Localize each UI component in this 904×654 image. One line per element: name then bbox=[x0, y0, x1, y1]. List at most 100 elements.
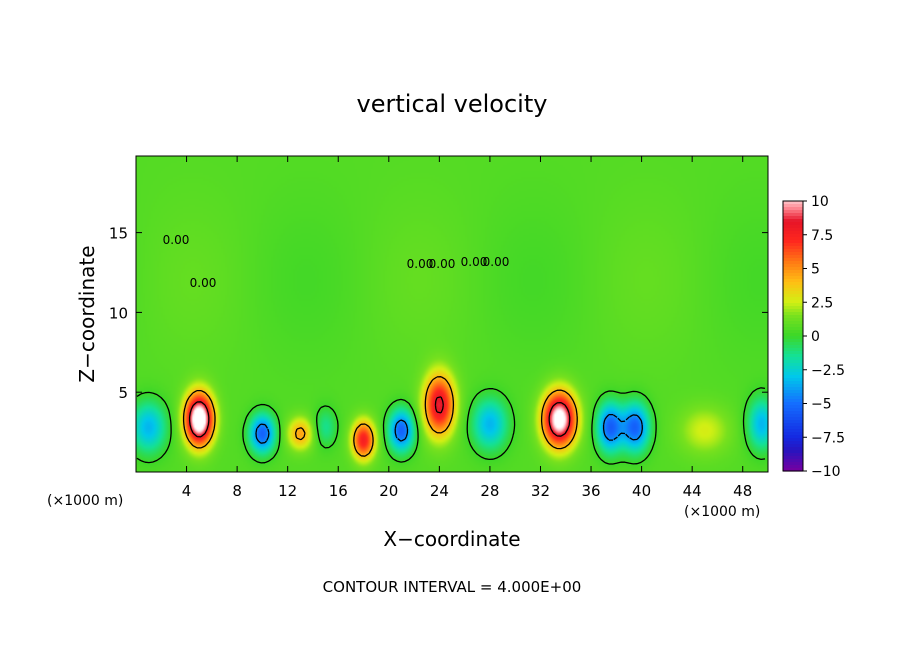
x-tick-label: 12 bbox=[278, 482, 297, 500]
colorbar-swatch bbox=[783, 234, 803, 238]
colorbar-swatch bbox=[783, 315, 803, 319]
x-tick-label: 48 bbox=[733, 482, 752, 500]
x-tick-label: 4 bbox=[182, 482, 192, 500]
colorbar-swatch bbox=[783, 336, 803, 340]
colorbar-swatch bbox=[783, 447, 803, 451]
colorbar-swatch bbox=[783, 270, 803, 274]
colorbar-swatch bbox=[783, 408, 803, 412]
velocity-field-image bbox=[136, 156, 768, 472]
colorbar-swatch bbox=[783, 222, 803, 226]
colorbar-swatch bbox=[783, 288, 803, 292]
colorbar-swatch bbox=[783, 204, 803, 208]
colorbar-swatch bbox=[783, 399, 803, 403]
colorbar-swatch bbox=[783, 450, 803, 454]
colorbar-tick-label: 5 bbox=[811, 262, 820, 278]
colorbar-swatch bbox=[783, 318, 803, 322]
x-unit-left: (×1000 m) bbox=[47, 493, 123, 509]
colorbar-swatch bbox=[783, 312, 803, 316]
colorbar-swatch bbox=[783, 411, 803, 415]
colorbar-swatch bbox=[783, 327, 803, 331]
colorbar-swatch bbox=[783, 435, 803, 439]
x-axis: 4 8 12 16 20 24 28 32 36 40 44 48 bbox=[182, 156, 752, 500]
colorbar-swatch bbox=[783, 456, 803, 460]
colorbar-tick-label: −5 bbox=[811, 397, 832, 413]
colorbar-swatch bbox=[783, 357, 803, 361]
colorbar-tick-label: −7.5 bbox=[811, 430, 845, 446]
colorbar-swatch bbox=[783, 423, 803, 427]
colorbar-swatch bbox=[783, 342, 803, 346]
colorbar-swatch bbox=[783, 330, 803, 334]
colorbar-swatch bbox=[783, 384, 803, 388]
colorbar-tick-label: −10 bbox=[811, 464, 841, 480]
colorbar-swatch bbox=[783, 300, 803, 304]
contour-label: 0.00 bbox=[407, 257, 434, 271]
colorbar-swatch bbox=[783, 402, 803, 406]
contour-lines: 0.00 0.000.00 0.000.000.00 bbox=[136, 233, 766, 465]
colorbar-swatch bbox=[783, 210, 803, 214]
colorbar-swatch bbox=[783, 339, 803, 343]
colorbar-swatch bbox=[783, 297, 803, 301]
colorbar-swatch bbox=[783, 444, 803, 448]
colorbar-swatch bbox=[783, 207, 803, 211]
colorbar-swatch bbox=[783, 468, 803, 472]
colorbar-swatch bbox=[783, 243, 803, 247]
contour-label: 0.00 bbox=[461, 255, 488, 269]
colorbar-tick-label: 0 bbox=[811, 329, 820, 345]
heatmap-field: 0.00 0.000.00 0.000.000.00 bbox=[136, 156, 768, 472]
colorbar-swatch bbox=[783, 432, 803, 436]
colorbar-swatch bbox=[783, 378, 803, 382]
colorbar-swatch bbox=[783, 390, 803, 394]
colorbar-swatch bbox=[783, 258, 803, 262]
colorbar-swatch bbox=[783, 279, 803, 283]
colorbar-swatch bbox=[783, 363, 803, 367]
colorbar-swatch bbox=[783, 285, 803, 289]
colorbar-swatch bbox=[783, 348, 803, 352]
colorbar-swatch bbox=[783, 225, 803, 229]
colorbar-swatch bbox=[783, 231, 803, 235]
colorbar-swatch bbox=[783, 393, 803, 397]
x-tick-label: 16 bbox=[329, 482, 348, 500]
y-tick-label: 10 bbox=[109, 304, 128, 322]
colorbar-swatch bbox=[783, 426, 803, 430]
colorbar-swatch bbox=[783, 255, 803, 259]
colorbar-swatch bbox=[783, 201, 803, 205]
colorbar-swatch bbox=[783, 213, 803, 217]
colorbar-swatch bbox=[783, 369, 803, 373]
y-axis: 5 10 15 bbox=[109, 225, 768, 402]
colorbar-swatch bbox=[783, 249, 803, 253]
colorbar-swatch bbox=[783, 252, 803, 256]
colorbar-tick-label: 10 bbox=[811, 194, 829, 210]
y-tick-label: 15 bbox=[109, 225, 128, 243]
colorbar-swatch bbox=[783, 438, 803, 442]
x-tick-label: 44 bbox=[683, 482, 702, 500]
contour-line-neg4 bbox=[255, 413, 643, 444]
contour-label: 0.00 bbox=[163, 233, 190, 247]
colorbar-swatch bbox=[783, 216, 803, 220]
colorbar-swatch bbox=[783, 396, 803, 400]
colorbar-swatch bbox=[783, 276, 803, 280]
x-tick-label: 40 bbox=[632, 482, 651, 500]
x-tick-label: 36 bbox=[581, 482, 600, 500]
colorbar-swatch bbox=[783, 351, 803, 355]
x-tick-label: 24 bbox=[430, 482, 449, 500]
x-tick-label: 20 bbox=[379, 482, 398, 500]
contour-line-8 bbox=[188, 396, 571, 438]
colorbar-swatch bbox=[783, 282, 803, 286]
colorbar-swatch bbox=[783, 261, 803, 265]
colorbar-swatch bbox=[783, 240, 803, 244]
y-axis-label: Z−coordinate bbox=[75, 245, 99, 382]
colorbar-swatch bbox=[783, 453, 803, 457]
colorbar-swatch bbox=[783, 237, 803, 241]
plot-frame bbox=[135, 155, 769, 473]
colorbar-swatch bbox=[783, 273, 803, 277]
colorbar-swatch bbox=[783, 309, 803, 313]
colorbar-swatch bbox=[783, 387, 803, 391]
colorbar-swatch bbox=[783, 333, 803, 337]
x-unit-right: (×1000 m) bbox=[684, 504, 760, 520]
colorbar-swatch bbox=[783, 420, 803, 424]
colorbar-swatch bbox=[783, 429, 803, 433]
colorbar: 10 7.5 5 2.5 0 −2.5 −5 −7.5 −10 bbox=[782, 194, 845, 480]
x-tick-label: 28 bbox=[480, 482, 499, 500]
colorbar-swatch bbox=[783, 219, 803, 223]
colorbar-swatch bbox=[783, 354, 803, 358]
